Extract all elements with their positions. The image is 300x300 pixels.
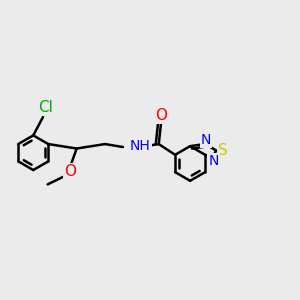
Text: O: O [155, 108, 167, 123]
Text: Cl: Cl [38, 100, 53, 115]
Text: NH: NH [130, 140, 151, 154]
Text: S: S [218, 143, 227, 158]
Text: N: N [201, 133, 211, 147]
Text: N: N [208, 154, 218, 168]
Text: O: O [64, 164, 76, 179]
